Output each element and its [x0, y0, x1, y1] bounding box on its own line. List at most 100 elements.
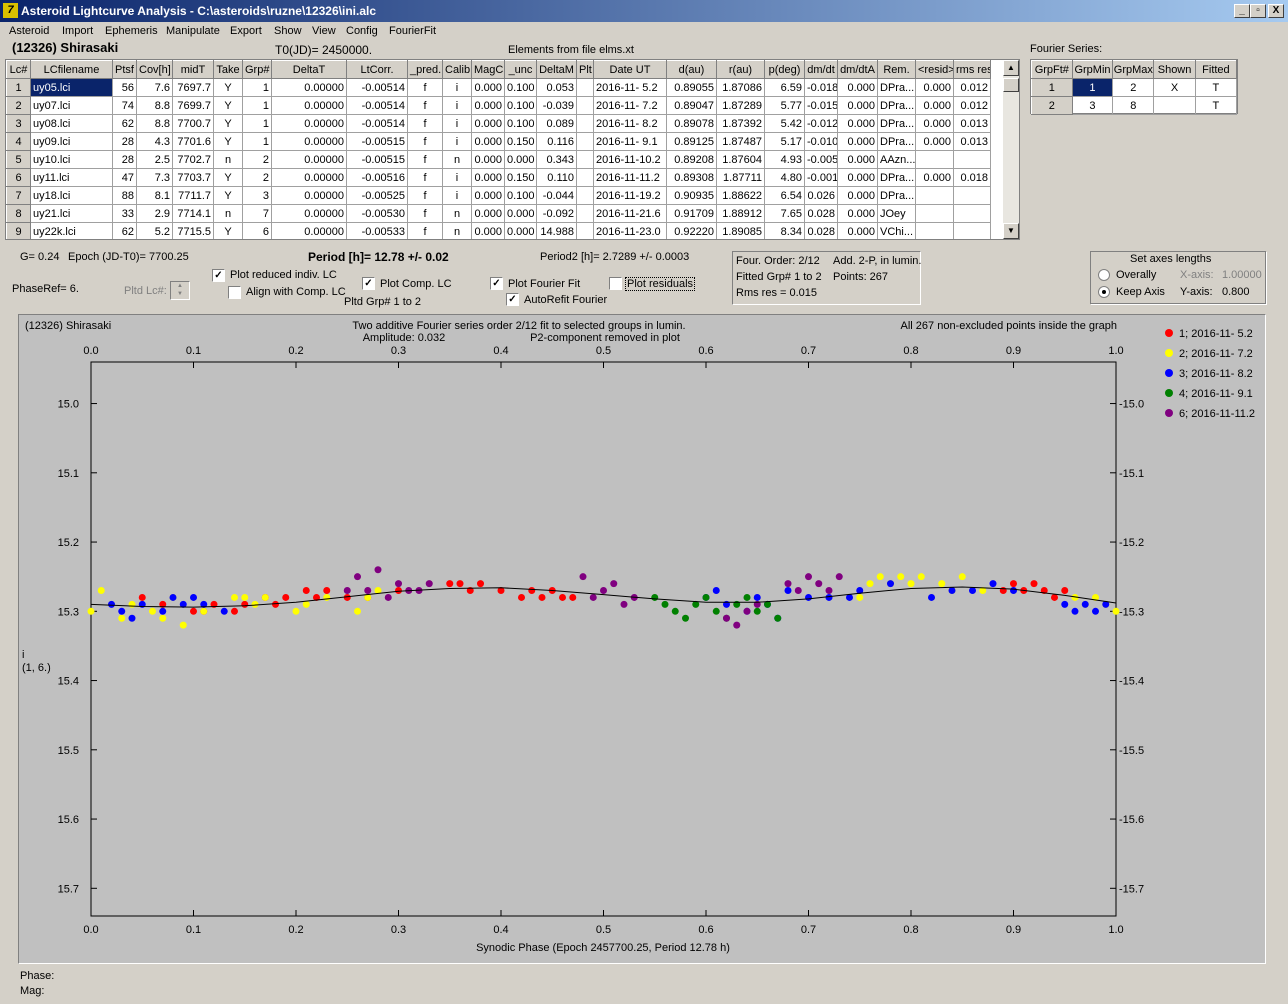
column-header[interactable]: <resid> [915, 60, 954, 79]
column-header[interactable]: MagCS [471, 60, 505, 79]
table-cell[interactable]: 62 [112, 222, 137, 239]
table-cell[interactable]: 2 [242, 150, 272, 169]
table-cell[interactable]: 0.000 [471, 168, 505, 187]
table-cell[interactable] [576, 204, 594, 223]
table-cell[interactable]: 0.91709 [666, 204, 717, 223]
table-cell[interactable] [915, 204, 954, 223]
scroll-thumb[interactable] [1003, 78, 1019, 92]
table-cell[interactable]: 8.8 [136, 114, 173, 133]
table-cell[interactable]: uy18.lci [30, 186, 113, 205]
column-header[interactable]: DeltaM [536, 60, 577, 79]
table-row[interactable]: 4 uy09.lci 28 4.3 7701.6 Y 1 0.00000 -0.00515 f i 0… [6, 132, 991, 151]
table-cell[interactable]: f [407, 168, 443, 187]
table-cell[interactable]: -0.044 [536, 186, 577, 205]
table-cell[interactable]: DPra... [877, 114, 916, 133]
table-cell[interactable]: 5.17 [764, 132, 805, 151]
table-cell[interactable]: 8.34 [764, 222, 805, 239]
fourier-cell[interactable]: T [1194, 78, 1238, 97]
table-cell[interactable]: f [407, 78, 443, 97]
table-cell[interactable]: 0.000 [915, 168, 954, 187]
table-cell[interactable]: Y [213, 132, 243, 151]
column-header[interactable]: _unc [504, 60, 537, 79]
table-cell[interactable] [953, 222, 991, 239]
table-cell[interactable]: 2016-11-11.2 [593, 168, 667, 187]
table-cell[interactable]: VChi... [877, 222, 916, 239]
table-cell[interactable]: -0.012 [804, 114, 838, 133]
table-cell[interactable]: uy11.lci [30, 168, 113, 187]
column-header[interactable]: midT [172, 60, 214, 79]
table-cell[interactable]: 7703.7 [172, 168, 214, 187]
table-cell[interactable]: 0.110 [536, 168, 577, 187]
column-header[interactable]: Grp# [242, 60, 272, 79]
table-cell[interactable]: -0.00515 [346, 132, 408, 151]
table-cell[interactable] [576, 78, 594, 97]
menu-asteroid[interactable]: Asteroid [9, 25, 50, 37]
table-cell[interactable]: uy08.lci [30, 114, 113, 133]
fourier-column-header[interactable]: Fitted [1194, 60, 1238, 79]
table-cell[interactable] [953, 186, 991, 205]
table-cell[interactable]: 0.026 [804, 186, 838, 205]
table-cell[interactable]: 0.000 [471, 96, 505, 115]
menu-fourierfit[interactable]: FourierFit [389, 25, 437, 37]
table-cell[interactable]: 0.028 [804, 222, 838, 239]
table-cell[interactable]: 0.000 [915, 78, 954, 97]
table-cell[interactable]: 2016-11- 9.1 [593, 132, 667, 151]
table-scrollbar[interactable]: ▲ ▼ [1003, 60, 1019, 239]
table-cell[interactable]: 0.92220 [666, 222, 717, 239]
table-cell[interactable]: 7701.6 [172, 132, 214, 151]
table-cell[interactable]: Y [213, 186, 243, 205]
table-cell[interactable]: Y [213, 78, 243, 97]
table-cell[interactable]: 0.000 [837, 186, 878, 205]
table-cell[interactable]: 4.80 [764, 168, 805, 187]
table-row[interactable]: 5 uy10.lci 28 2.5 7702.7 n 2 0.00000 -0.00515 f n 0… [6, 150, 991, 169]
fourier-column-header[interactable]: GrpMax [1112, 60, 1155, 79]
table-cell[interactable]: 0.150 [504, 132, 537, 151]
column-header[interactable]: p(deg) [764, 60, 805, 79]
table-cell[interactable]: n [442, 222, 472, 239]
table-cell[interactable]: 2016-11- 7.2 [593, 96, 667, 115]
plot-reduced-checkbox[interactable]: ✓ [212, 269, 225, 282]
table-cell[interactable]: 0.00000 [271, 132, 347, 151]
table-cell[interactable]: 0.000 [504, 204, 537, 223]
table-cell[interactable]: 6.54 [764, 186, 805, 205]
table-cell[interactable]: -0.00533 [346, 222, 408, 239]
table-cell[interactable]: 4.93 [764, 150, 805, 169]
plot-fourier-checkbox[interactable]: ✓ [490, 277, 503, 290]
table-cell[interactable]: 1 [242, 132, 272, 151]
table-cell[interactable]: 0.000 [837, 168, 878, 187]
table-cell[interactable]: 0.000 [471, 132, 505, 151]
table-cell[interactable]: 2016-11- 5.2 [593, 78, 667, 97]
table-cell[interactable]: 0.013 [953, 114, 991, 133]
table-cell[interactable] [915, 150, 954, 169]
table-cell[interactable]: 0.000 [471, 222, 505, 239]
table-cell[interactable]: 0.000 [915, 132, 954, 151]
menu-config[interactable]: Config [346, 25, 378, 37]
table-cell[interactable]: 1.87487 [716, 132, 765, 151]
table-cell[interactable]: 0.028 [804, 204, 838, 223]
table-cell[interactable]: 0.000 [837, 150, 878, 169]
table-cell[interactable]: 5.42 [764, 114, 805, 133]
table-cell[interactable]: 0.89047 [666, 96, 717, 115]
table-cell[interactable]: 0.000 [837, 78, 878, 97]
fourier-cell[interactable]: T [1194, 96, 1238, 115]
table-cell[interactable]: 2 [6, 96, 31, 115]
table-cell[interactable]: 2016-11-10.2 [593, 150, 667, 169]
table-cell[interactable]: 6 [6, 168, 31, 187]
table-cell[interactable] [953, 150, 991, 169]
column-header[interactable]: LtCorr. [346, 60, 408, 79]
table-cell[interactable]: n [442, 204, 472, 223]
table-cell[interactable]: 1.87604 [716, 150, 765, 169]
table-cell[interactable]: 0.100 [504, 186, 537, 205]
table-row[interactable]: 3 uy08.lci 62 8.8 7700.7 Y 1 0.00000 -0.00514 f i 0… [6, 114, 991, 133]
table-cell[interactable]: 7 [6, 186, 31, 205]
table-cell[interactable]: 56 [112, 78, 137, 97]
table-cell[interactable]: Y [213, 114, 243, 133]
table-cell[interactable]: Y [213, 168, 243, 187]
table-cell[interactable]: DPra... [877, 96, 916, 115]
fourier-column-header[interactable]: Shown [1153, 60, 1196, 79]
lightcurve-table[interactable]: Lc# LCfilename Ptsf Cov[h] midT Take Grp# Delta… [5, 59, 1020, 240]
column-header[interactable]: DeltaT [271, 60, 347, 79]
menu-view[interactable]: View [312, 25, 336, 37]
